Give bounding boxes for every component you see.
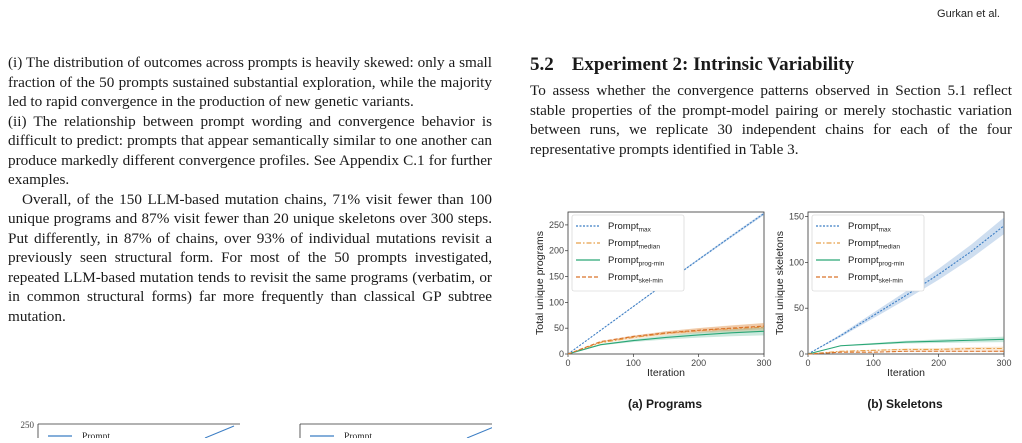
running-head: Gurkan et al. xyxy=(937,8,1000,20)
y-tick-label: 0 xyxy=(799,349,804,359)
chart-partial-2: Promptmax xyxy=(299,423,502,443)
section-body: To assess whether the convergence patter… xyxy=(530,82,1012,158)
legend-entry-skel_min: Promptskel-min xyxy=(608,272,663,285)
y-tick-label: 150 xyxy=(789,212,804,222)
series-line-skel_min xyxy=(807,350,1004,355)
band-prog_min xyxy=(568,327,764,354)
legend-entry-max: Promptmax xyxy=(608,221,652,234)
band-skel_min xyxy=(568,323,764,354)
series-line-median xyxy=(807,347,1004,355)
caption-programs: (a) Programs xyxy=(627,397,703,411)
series-line-max xyxy=(567,213,765,355)
legend-entry-prog_min: Promptprog-min xyxy=(848,255,905,268)
y-tick-label: 200 xyxy=(549,246,564,256)
y-axis-label: Total unique programs xyxy=(534,231,546,335)
x-tick-label: 0 xyxy=(565,358,570,368)
chart-programs: 0 50 100 150 200 250 0 100 200 300 Iteration Total … xyxy=(534,211,772,379)
figure-partial-left: 250 Promptmax xyxy=(0,418,250,443)
y-axis-label: Total unique skeletons xyxy=(774,231,786,335)
x-tick-label: 100 xyxy=(626,358,641,368)
section-title: Experiment 2: Intrinsic Variability xyxy=(571,54,855,75)
partial-series-line xyxy=(466,425,497,439)
x-axis-label: Iteration xyxy=(887,367,925,379)
figure-partial-right: Promptmax xyxy=(262,418,502,443)
caption-skeletons: (b) Skeletons xyxy=(867,397,943,411)
section-heading: 5.2 Experiment 2: Intrinsic Variability xyxy=(530,53,1012,77)
partial-series-line xyxy=(204,425,235,439)
y-tick-label: 50 xyxy=(794,303,804,313)
left-column: (i) The distribution of outcomes across … xyxy=(8,53,492,326)
x-tick-label: 100 xyxy=(866,358,881,368)
x-tick-label: 200 xyxy=(691,358,706,368)
partial-legend-entry: Promptmax xyxy=(344,432,384,438)
legend-entry-median: Promptmedian xyxy=(848,238,900,251)
x-tick-label: 0 xyxy=(805,358,810,368)
partial-y-tick-label: 250 xyxy=(21,420,35,430)
y-tick-label: 100 xyxy=(549,297,564,307)
paragraph-skew: (i) The distribution of outcomes across … xyxy=(8,54,492,110)
x-axis-label: Iteration xyxy=(647,367,685,379)
y-tick-label: 50 xyxy=(554,323,564,333)
y-tick-label: 0 xyxy=(559,349,564,359)
series-line-prog_min xyxy=(567,330,765,355)
y-tick-label: 150 xyxy=(549,272,564,282)
x-tick-label: 300 xyxy=(996,358,1011,368)
y-tick-label: 250 xyxy=(549,220,564,230)
x-tick-label: 300 xyxy=(756,358,771,368)
band-median xyxy=(808,346,1004,354)
legend-entry-median: Promptmedian xyxy=(608,238,660,251)
series-line-max xyxy=(807,225,1005,355)
partial-legend-entry: Promptmax xyxy=(82,432,122,438)
plot-frame xyxy=(567,211,765,355)
plot-frame xyxy=(807,211,1005,355)
paragraph-wording: (ii) The relationship between prompt wor… xyxy=(8,112,492,189)
chart-skeletons: 0 50 100 150 0 100 200 300 Iteration Total unique… xyxy=(774,211,1012,379)
legend-entry-prog_min: Promptprog-min xyxy=(608,255,665,268)
paragraph-overall: Overall, of the 150 LLM-based mutation c… xyxy=(8,190,492,325)
legend-box xyxy=(571,214,685,292)
band-median xyxy=(568,323,764,354)
figure-programs: 0 50 100 150 200 250 0 100 200 300 Iteration Total … xyxy=(532,208,772,388)
y-tick-label: 100 xyxy=(789,257,804,267)
right-column: 5.2 Experiment 2: Intrinsic Variability T… xyxy=(530,53,1012,159)
section-number: 5.2 xyxy=(530,54,554,75)
legend-entry-max: Promptmax xyxy=(848,221,892,234)
chart-partial-1: 250 Promptmax xyxy=(21,420,240,443)
legend-entry-skel_min: Promptskel-min xyxy=(848,272,903,285)
legend-box xyxy=(811,214,925,292)
series-line-prog_min xyxy=(807,338,1005,355)
series-line-median xyxy=(567,326,765,355)
x-tick-label: 200 xyxy=(931,358,946,368)
figure-skeletons: 0 50 100 150 0 100 200 300 Iteration Total unique… xyxy=(772,208,1012,388)
